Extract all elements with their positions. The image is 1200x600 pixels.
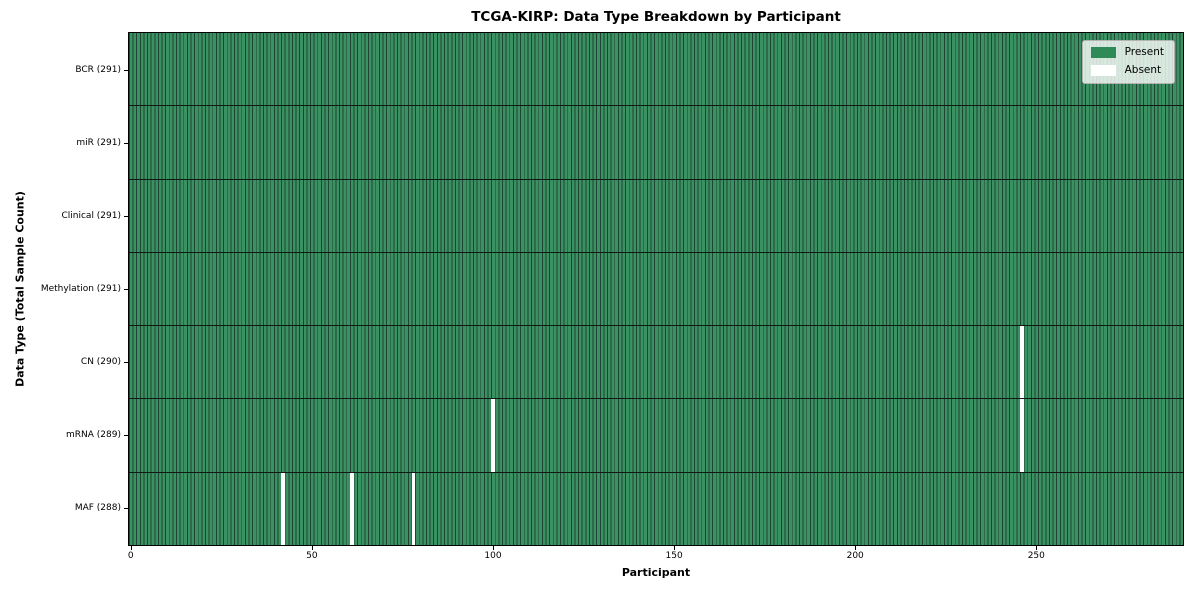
y-tick-label: Clinical (291) <box>61 210 121 221</box>
legend-swatch-present-icon <box>1090 47 1116 58</box>
y-tick-mark <box>124 362 128 364</box>
heatmap-row-bcr <box>129 33 1183 106</box>
x-tick-label: 150 <box>665 551 683 561</box>
y-tick-label: BCR (291) <box>75 64 121 75</box>
absent-gap <box>1020 399 1024 472</box>
y-tick-mark <box>124 142 128 144</box>
x-tick-label: 100 <box>484 551 502 561</box>
absent-gap <box>1020 326 1024 399</box>
heatmap-row-mrna <box>129 398 1183 472</box>
x-tick-mark <box>130 546 132 550</box>
y-tick-mark <box>124 69 128 71</box>
heatmap-row-methylation <box>129 251 1183 326</box>
x-tick-mark <box>1036 546 1038 550</box>
absent-gap <box>411 472 416 545</box>
heatmap-row-cn <box>129 325 1183 399</box>
x-tick-label: 200 <box>846 551 864 561</box>
legend-item-present: Present <box>1090 46 1164 59</box>
x-tick-mark <box>311 546 313 550</box>
legend-label-present: Present <box>1124 46 1164 59</box>
y-tick-label: CN (290) <box>80 357 121 368</box>
x-tick-mark <box>493 546 494 550</box>
x-tick-mark <box>855 546 857 550</box>
y-tick-label: miR (291) <box>76 137 121 148</box>
x-tick-mark <box>674 546 676 550</box>
legend-swatch-absent-icon <box>1090 65 1116 76</box>
chart-title: TCGA-KIRP: Data Type Breakdown by Partic… <box>471 9 841 25</box>
y-tick-mark <box>124 289 128 290</box>
y-tick-mark <box>124 215 128 217</box>
absent-gap <box>349 472 354 545</box>
legend: Present Absent <box>1081 40 1175 84</box>
x-axis-label: Participant <box>621 566 691 579</box>
x-tick-label: 250 <box>1027 551 1045 561</box>
absent-gap <box>491 399 495 472</box>
heatmap-row-mir <box>129 105 1183 179</box>
y-tick-label: mRNA (289) <box>66 430 121 441</box>
absent-gap <box>281 472 285 545</box>
heatmap-row-maf <box>129 471 1183 545</box>
y-tick-mark <box>124 508 128 510</box>
x-tick-label: 50 <box>306 551 318 561</box>
legend-item-absent: Absent <box>1090 64 1164 77</box>
y-tick-label: Methylation (291) <box>40 284 121 294</box>
plot-area: Present Absent <box>128 32 1184 546</box>
y-tick-mark <box>124 435 128 437</box>
heatmap-rows <box>129 33 1183 545</box>
heatmap-row-clinical <box>129 178 1183 252</box>
y-tick-label: MAF (288) <box>74 503 121 514</box>
legend-label-absent: Absent <box>1124 64 1162 77</box>
x-tick-label: 0 <box>127 551 134 561</box>
